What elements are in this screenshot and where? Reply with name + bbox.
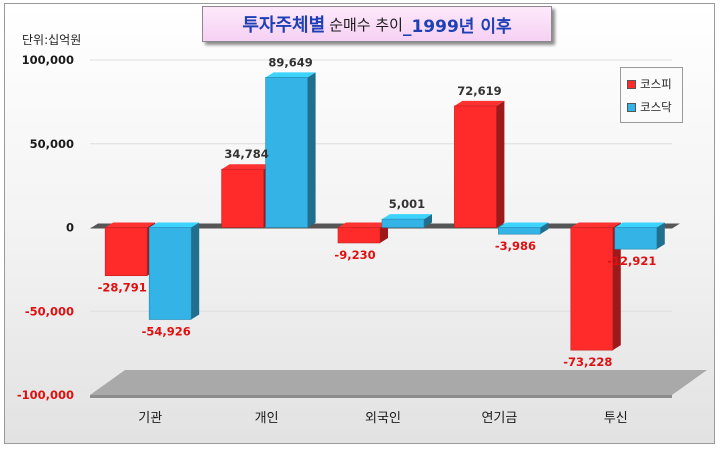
bar-side — [424, 214, 432, 228]
bar-front — [148, 227, 192, 320]
bar-top — [382, 214, 432, 220]
x-tick-label: 연기금 — [481, 411, 517, 426]
chart-floor — [90, 370, 707, 398]
bar-front — [381, 218, 425, 228]
legend-swatch-kosdaq — [627, 102, 636, 112]
data-label: -54,926 — [142, 325, 191, 339]
legend-label-kosdaq: 코스닥 — [640, 100, 672, 114]
data-label: 89,649 — [268, 55, 312, 69]
bar-kospi-3 — [454, 100, 505, 228]
legend-label-kospi: 코스피 — [640, 77, 672, 91]
bar-front — [337, 227, 381, 244]
data-label: -12,921 — [607, 254, 656, 268]
bar-kospi-0 — [104, 222, 156, 277]
legend-item-kosdaq: 코스닥 — [627, 99, 672, 115]
bars — [104, 72, 665, 351]
x-tick-label: 투신 — [604, 411, 628, 426]
bar-front — [570, 227, 614, 351]
bar-kosdaq-1 — [265, 72, 316, 228]
bar-kosdaq-4 — [614, 222, 665, 250]
data-label: -9,230 — [334, 248, 375, 262]
x-axis-ticks: 기관 개인 외국인 연기금 투신 — [138, 411, 628, 426]
bar-top — [338, 222, 388, 228]
bar-top — [221, 164, 272, 170]
bar-front — [454, 105, 497, 228]
bar-side — [612, 222, 621, 351]
title-sub: 순매수 추이 — [329, 15, 403, 34]
bar-top — [149, 222, 200, 228]
bar-top — [105, 222, 156, 228]
bar-top — [454, 100, 505, 106]
y-tick-label: -100,000 — [17, 388, 74, 402]
floor-edge — [90, 395, 672, 398]
bar-side — [656, 222, 665, 250]
x-tick-label: 기관 — [138, 411, 162, 426]
bar-side — [191, 222, 200, 320]
unit-label: 단위:십억원 — [22, 33, 82, 47]
data-label: 5,001 — [389, 197, 425, 211]
bar-kosdaq-3 — [498, 222, 549, 235]
y-tick-label: 50,000 — [30, 137, 74, 151]
data-label: 72,619 — [457, 84, 501, 98]
bar-front — [221, 168, 264, 228]
bar-side — [307, 72, 316, 228]
data-label: -3,986 — [495, 239, 536, 253]
y-axis-ticks: 100,000 50,000 0 -50,000 -100,000 — [17, 53, 74, 402]
y-tick-label: 100,000 — [22, 53, 74, 67]
legend-swatch-kospi — [627, 79, 636, 89]
chart-title: 투자주체별 순매수 추이 _1999년 이후 — [202, 6, 552, 42]
bar-front — [104, 227, 148, 277]
bar-top — [614, 222, 665, 228]
data-label: -28,791 — [98, 281, 147, 295]
bar-front — [614, 227, 658, 250]
y-tick-label: 0 — [66, 221, 74, 235]
data-label: -73,228 — [563, 355, 612, 369]
floor-top — [90, 370, 707, 395]
bar-top — [498, 222, 549, 228]
title-year: _1999년 이후 — [402, 16, 512, 37]
bar-side — [496, 100, 505, 228]
bar-kosdaq-2 — [381, 214, 432, 228]
bar-kospi-2 — [337, 222, 388, 244]
title-main: 투자주체별 — [242, 15, 326, 36]
bar-kosdaq-0 — [148, 222, 200, 320]
bar-kospi-1 — [221, 164, 272, 228]
x-tick-label: 외국인 — [365, 411, 401, 426]
data-labels: -28,791 -54,926 34,784 89,649 -9,230 5,001 72,… — [98, 55, 657, 369]
data-label: 34,784 — [224, 147, 268, 161]
legend-item-kospi: 코스피 — [627, 76, 672, 92]
bar-side — [540, 222, 549, 235]
bar-kospi-4 — [570, 222, 621, 351]
bar-front — [498, 227, 541, 235]
bar-top — [265, 72, 316, 78]
x-tick-label: 개인 — [255, 411, 279, 426]
bar-front — [265, 77, 308, 228]
y-tick-label: -50,000 — [25, 304, 74, 318]
legend: 코스피 코스닥 — [620, 67, 683, 123]
bar-top — [570, 222, 621, 228]
